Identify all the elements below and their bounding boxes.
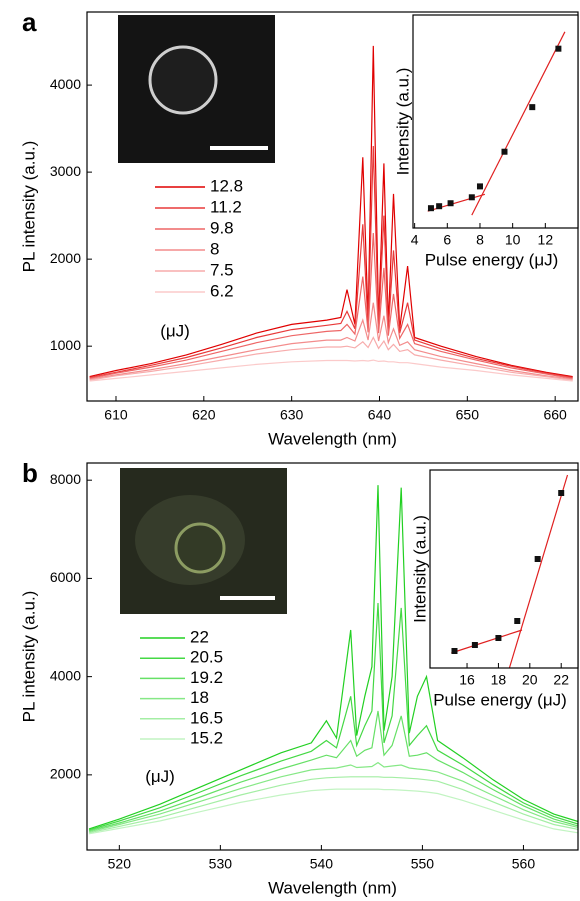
x-tick-label: 6 [443,232,451,248]
data-point [529,104,536,111]
y-tick-label: 2000 [50,250,81,266]
inset-background [430,470,578,668]
x-axis-label: Wavelength (nm) [268,878,397,897]
legend-label: 16.5 [190,708,223,727]
legend-label: 18 [190,688,209,707]
data-point [468,194,475,201]
y-tick-label: 6000 [50,569,81,585]
x-tick-label: 530 [209,856,233,872]
panel-label: b [22,458,38,488]
data-point [495,635,502,641]
legend-title: (μJ) [145,767,175,786]
plot-area [451,474,569,669]
legend-label: 20.5 [190,648,223,667]
data-point [534,556,541,562]
y-axis-label: Intensity (a.u.) [410,515,429,623]
x-tick-label: 660 [543,407,567,423]
spectrum-line [88,710,579,832]
x-tick-label: 520 [108,856,132,872]
legend-label: 22 [190,627,209,646]
y-tick-label: 2000 [50,766,81,782]
x-axis-label: Pulse energy (μJ) [425,250,559,269]
fit-line [471,31,566,216]
x-axis-label: Pulse energy (μJ) [433,690,567,709]
x-axis-label: Wavelength (nm) [268,429,397,448]
y-tick-label: 3000 [50,163,81,179]
x-tick-label: 8 [476,232,484,248]
data-point [558,490,565,496]
legend-label: 6.2 [210,281,234,300]
spectrum-line [88,602,579,831]
spectrum-line [88,776,579,834]
x-tick-label: 650 [456,407,480,423]
x-tick-label: 18 [491,672,507,688]
spectrum-line [88,761,579,833]
legend-label: 12.8 [210,176,243,195]
axes-frame [429,469,579,669]
data-point [555,45,562,52]
x-tick-label: 560 [512,856,536,872]
x-tick-label: 640 [368,407,392,423]
legend-label: 19.2 [190,668,223,687]
x-tick-label: 20 [522,672,538,688]
x-tick-label: 16 [459,672,475,688]
legend-label: 7.5 [210,260,234,279]
data-point [427,205,434,212]
x-tick-label: 4 [411,232,419,248]
axes-frame [412,14,579,229]
x-tick-label: 540 [310,856,334,872]
data-point [447,200,454,207]
y-axis-label: Intensity (a.u.) [393,68,412,176]
x-tick-label: 22 [553,672,569,688]
spectrum-line [89,232,573,379]
data-point [471,642,478,648]
spectrum-line [89,336,573,381]
x-tick-label: 630 [280,407,304,423]
plot-area [427,31,566,216]
legend-label: 15.2 [190,728,223,747]
data-point [476,183,483,190]
data-point [501,148,508,155]
legend-label: 9.8 [210,218,234,237]
legend-label: 11.2 [210,197,242,216]
spectrum-line [89,359,573,382]
y-tick-label: 4000 [50,667,81,683]
fit-line [451,629,523,654]
inset-background [413,15,578,228]
spectrum-line [89,302,573,380]
x-tick-label: 12 [538,232,554,248]
x-tick-label: 610 [104,407,128,423]
spectrum-line [88,485,579,830]
legend-title: (μJ) [160,321,190,340]
x-tick-label: 550 [411,856,435,872]
spectrum-line [88,788,579,835]
y-axis-label: PL intensity (a.u.) [19,141,38,273]
data-point [451,648,458,654]
legend-label: 8 [210,239,219,258]
plot-area [89,45,573,382]
micrograph-a [118,15,275,163]
data-point [436,203,443,210]
x-tick-label: 620 [192,407,216,423]
spectrum-line [89,45,573,378]
spectrum-line [89,145,573,379]
plot-area [88,485,579,835]
data-point [514,618,521,624]
y-tick-label: 1000 [50,337,81,353]
y-tick-label: 8000 [50,471,81,487]
micrograph-b [120,468,287,614]
y-tick-label: 4000 [50,76,81,92]
panel-label: a [22,7,37,37]
y-axis-label: PL intensity (a.u.) [19,591,38,723]
x-tick-label: 10 [505,232,521,248]
fit-line [508,474,569,669]
